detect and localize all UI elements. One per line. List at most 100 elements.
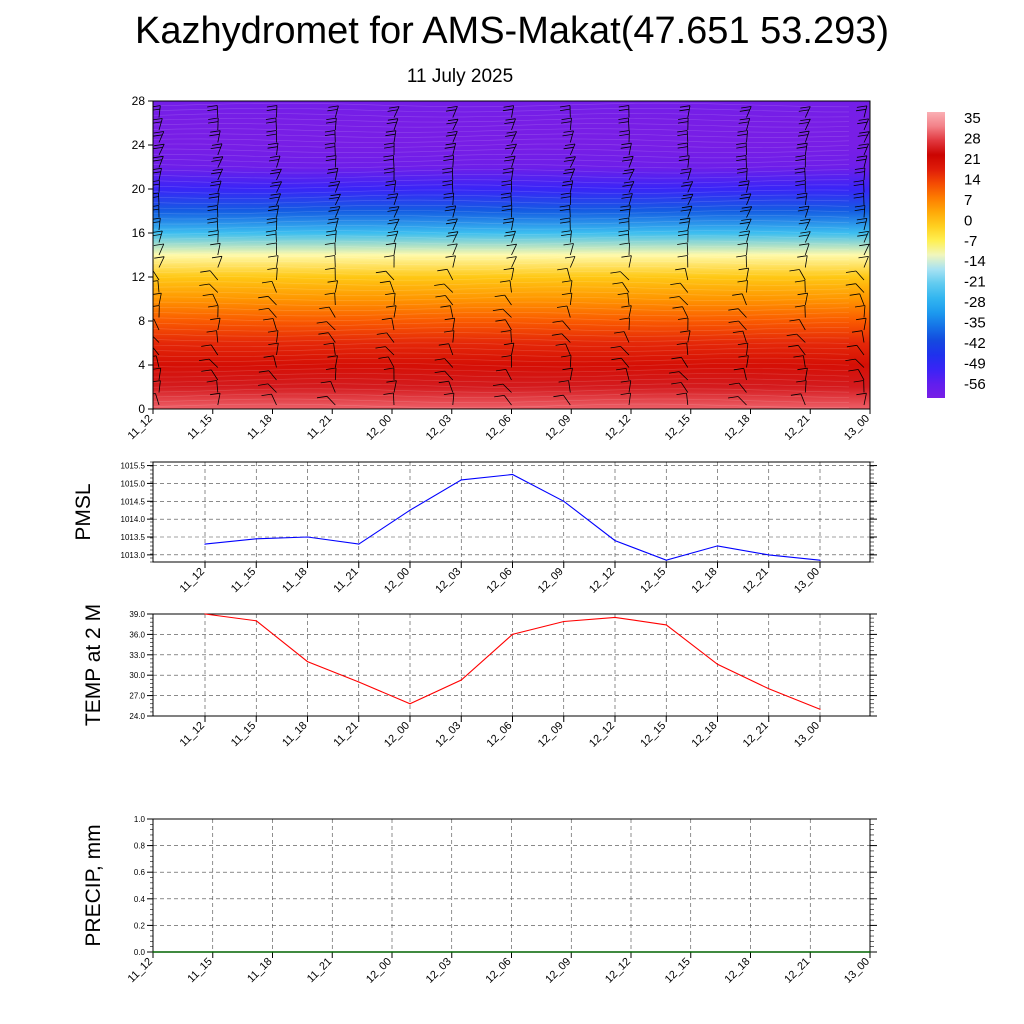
colorbar-gradient xyxy=(927,112,945,398)
x-tick-label: 12_09 xyxy=(536,720,566,750)
x-tick-label: 13_00 xyxy=(842,413,872,443)
colorbar-label: 14 xyxy=(964,171,981,188)
y-tick-label: 39.0 xyxy=(129,610,145,619)
x-tick-label: 12_21 xyxy=(741,720,771,750)
y-tick-label: 28 xyxy=(132,94,146,108)
pmsl-point xyxy=(511,473,514,476)
precip-point xyxy=(212,951,214,953)
colorbar-label: -49 xyxy=(964,356,986,373)
y-tick-label: 0.8 xyxy=(134,842,146,851)
pmsl-panel: 1013.0 1013.5 1014.0 1014.5 1015.0 1015.5 11_1… xyxy=(72,461,877,596)
x-tick-label: 12_12 xyxy=(587,720,617,750)
y-tick-label: 1015.5 xyxy=(121,462,146,471)
colorbar-label: 28 xyxy=(964,130,981,147)
temp2m-point xyxy=(255,620,257,622)
contour-lines xyxy=(153,102,850,409)
pmsl-point xyxy=(460,479,462,481)
x-tick-label: 12_21 xyxy=(782,413,812,443)
x-tick-label: 13_00 xyxy=(792,566,822,596)
x-tick-label: 12_06 xyxy=(484,413,514,443)
x-tick-label: 12_06 xyxy=(485,720,515,750)
precip-point xyxy=(451,951,453,953)
y-tick-label: 1014.5 xyxy=(121,497,146,506)
precip-point xyxy=(391,951,393,953)
precip-axis-title: PRECIP, mm xyxy=(82,824,105,946)
pmsl-point xyxy=(768,554,770,556)
colorbar-label: -35 xyxy=(964,315,986,332)
x-tick-label: 11_15 xyxy=(229,566,259,596)
x-tick-label: 12_12 xyxy=(603,956,633,986)
x-tick-label: 11_12 xyxy=(178,566,208,596)
colorbar-label: -7 xyxy=(964,233,977,250)
x-tick-label: 13_00 xyxy=(792,720,822,750)
panel-frame xyxy=(152,613,871,717)
x-tick-label: 11_15 xyxy=(229,720,259,750)
x-tick-label: 12_18 xyxy=(723,413,753,443)
y-tick-label: 1014.0 xyxy=(121,515,146,524)
x-tick-label: 11_18 xyxy=(280,720,310,750)
y-tick-label: 1013.0 xyxy=(121,551,146,560)
upper-air-panel: 0 4 8 12 16 20 24 28 11_12 11_15 11_18 11_21 12_00 12… xyxy=(126,94,873,443)
x-tick-label: 12_18 xyxy=(723,956,753,986)
precip-point xyxy=(510,951,513,953)
x-tick-label: 11_15 xyxy=(185,956,215,986)
colorbar-label: -42 xyxy=(964,335,986,352)
x-tick-label: 12_15 xyxy=(663,956,693,986)
temp2m-point xyxy=(819,708,821,710)
x-tick-label: 11_15 xyxy=(185,413,215,443)
precip-point xyxy=(809,951,811,953)
chart-date: 11 July 2025 xyxy=(406,66,514,87)
pmsl-point xyxy=(563,500,565,502)
y-tick-label: 0.2 xyxy=(134,921,146,930)
x-tick-label: 11_18 xyxy=(245,956,275,986)
y-tick-label: 1015.0 xyxy=(121,479,146,488)
y-tick-label: 0.4 xyxy=(134,895,146,904)
x-tick-label: 12_15 xyxy=(663,413,693,443)
chart-title: Kazhydromet for AMS-Makat(47.651 53.293) xyxy=(134,10,890,52)
colorbar-label: -21 xyxy=(964,274,986,291)
x-tick-label: 11_18 xyxy=(280,566,310,596)
colorbar-label: -56 xyxy=(964,376,986,393)
x-tick-label: 12_00 xyxy=(382,566,412,596)
y-tick-label: 1013.5 xyxy=(121,533,146,542)
temp2m-point xyxy=(409,703,411,705)
y-tick-label: 24.0 xyxy=(129,712,145,721)
x-tick-label: 12_18 xyxy=(690,566,720,596)
precip-panel: 0.0 0.2 0.4 0.6 0.8 1.0 11_12 11_15 11_18 11_21 12… xyxy=(82,815,877,986)
x-tick-label: 12_03 xyxy=(433,566,463,596)
x-tick-label: 11_12 xyxy=(126,413,156,443)
x-tick-label: 12_06 xyxy=(485,566,515,596)
y-tick-label: 12 xyxy=(132,270,146,284)
y-tick-label: 24 xyxy=(132,138,146,152)
y-tick-label: 30.0 xyxy=(129,671,145,680)
y-tick-label: 0.6 xyxy=(134,868,146,877)
x-tick-label: 12_15 xyxy=(638,720,668,750)
y-tick-label: 36.0 xyxy=(129,630,145,639)
y-tick-label: 27.0 xyxy=(129,692,145,701)
pmsl-point xyxy=(614,540,616,542)
x-tick-label: 12_00 xyxy=(364,956,394,986)
x-tick-label: 11_21 xyxy=(331,566,361,596)
precip-point xyxy=(152,951,154,953)
x-tick-label: 12_09 xyxy=(543,956,573,986)
pmsl-point xyxy=(306,536,309,538)
x-tick-label: 11_18 xyxy=(245,413,275,443)
pmsl-axis-title: PMSL xyxy=(72,483,95,540)
x-tick-label: 11_21 xyxy=(331,720,361,750)
x-tick-label: 12_03 xyxy=(424,956,454,986)
pmsl-point xyxy=(204,543,206,545)
panel-frame xyxy=(152,461,871,563)
pmsl-point xyxy=(358,543,360,545)
pmsl-point xyxy=(665,559,667,561)
x-tick-label: 12_09 xyxy=(543,413,573,443)
x-tick-label: 12_06 xyxy=(484,956,514,986)
temp2m-point xyxy=(306,661,309,663)
x-tick-label: 11_21 xyxy=(305,413,335,443)
colorbar-label: -14 xyxy=(964,253,986,270)
temp2m-point xyxy=(716,663,719,665)
precip-point xyxy=(690,951,692,953)
y-tick-label: 33.0 xyxy=(129,651,145,660)
temp2m-point xyxy=(460,679,462,681)
pmsl-point xyxy=(819,559,821,561)
